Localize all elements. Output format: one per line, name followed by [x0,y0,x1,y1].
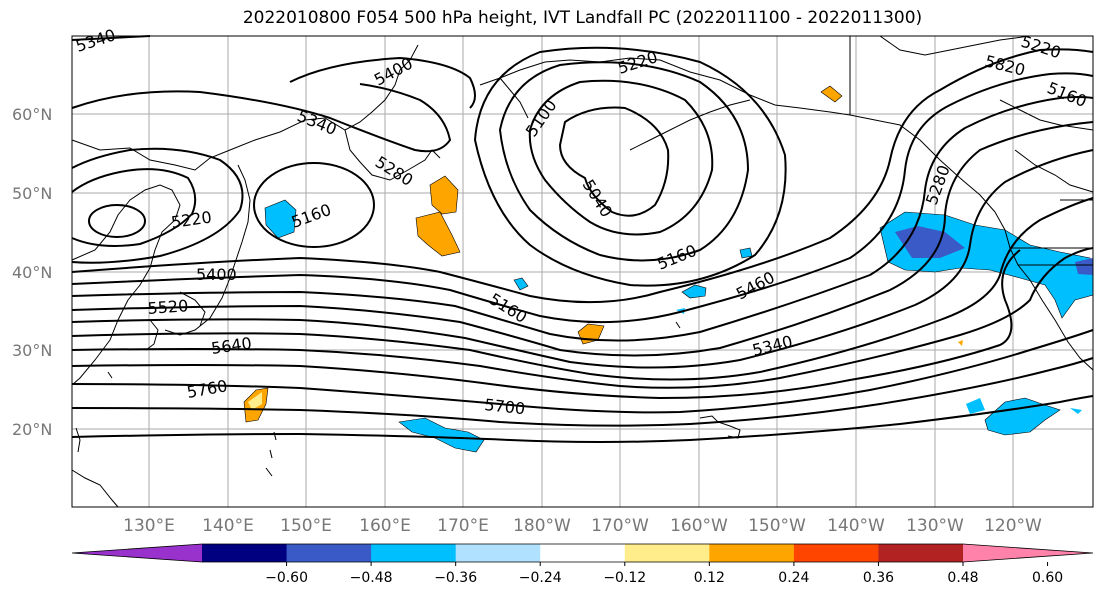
colorbar-tick-label: 0.24 [778,570,809,586]
colorbar-segment [878,544,964,562]
colorbar-tick-label: 0.36 [863,570,894,586]
colorbar-tick-label: −0.60 [265,570,308,586]
longitude-labels: 130°E 140°E 150°E 160°E 170°E 180°W 170°… [123,516,1042,536]
lat-label-20n: 20°N [12,420,52,439]
colorbar-segment [286,544,372,562]
contour-label: 5400 [196,265,237,284]
colorbar-segment [540,544,626,562]
lat-label-60n: 60°N [12,105,52,124]
colorbar-tick-label: 0.48 [947,570,978,586]
colorbar-tick-label: −0.48 [350,570,393,586]
colorbar-ticks: −0.60 −0.48 −0.36 −0.24 −0.12 0.12 0.24 0.36 0.4… [265,562,1063,586]
contour-label: 5520 [147,296,189,318]
lat-label-30n: 30°N [12,341,52,360]
coastlines [71,35,1094,508]
colorbar-segment [371,544,457,562]
lon-label: 170°E [437,516,489,536]
lon-label: 160°W [670,516,728,536]
colorbar-outline [71,543,1094,563]
colorbar-tick-label: −0.12 [603,570,646,586]
ivt-shading [243,85,1094,453]
colorbar-segment [624,544,710,562]
colorbar-tick-label: 0.60 [1032,570,1063,586]
colorbar-tick-label: 0.12 [694,570,725,586]
lon-label: 170°W [591,516,649,536]
lon-label: 150°E [280,516,332,536]
colorbar-segment [455,544,541,562]
lon-label: 140°E [202,516,254,536]
contour-label: 5700 [484,395,526,418]
lon-label: 180°W [513,516,571,536]
latitude-labels: 60°N 50°N 40°N 30°N 20°N [12,105,52,439]
colorbar-segment [793,544,879,562]
colorbar-extend-min [72,544,202,562]
lon-label: 130°W [906,516,964,536]
map-plot-area: 5340 5400 5220 5160 5340 5280 5220 5160 … [71,25,1094,508]
colorbar-segment [709,544,795,562]
lon-label: 150°W [748,516,806,536]
colorbar-tick-label: −0.24 [519,570,562,586]
lon-label: 140°W [827,516,885,536]
colorbar-tick-label: −0.36 [434,570,477,586]
height-contours [71,35,1094,443]
colorbar-segment [202,544,288,562]
colorbar-extend-max [963,544,1093,562]
map-title: 2022010800 F054 500 hPa height, IVT Land… [242,8,923,28]
lat-label-40n: 40°N [12,263,52,282]
lon-label: 120°W [984,516,1042,536]
lon-label: 160°E [359,516,411,536]
map-frame [71,35,1094,508]
lon-label: 130°E [123,516,175,536]
lat-label-50n: 50°N [12,184,52,203]
colorbar [71,543,1094,563]
